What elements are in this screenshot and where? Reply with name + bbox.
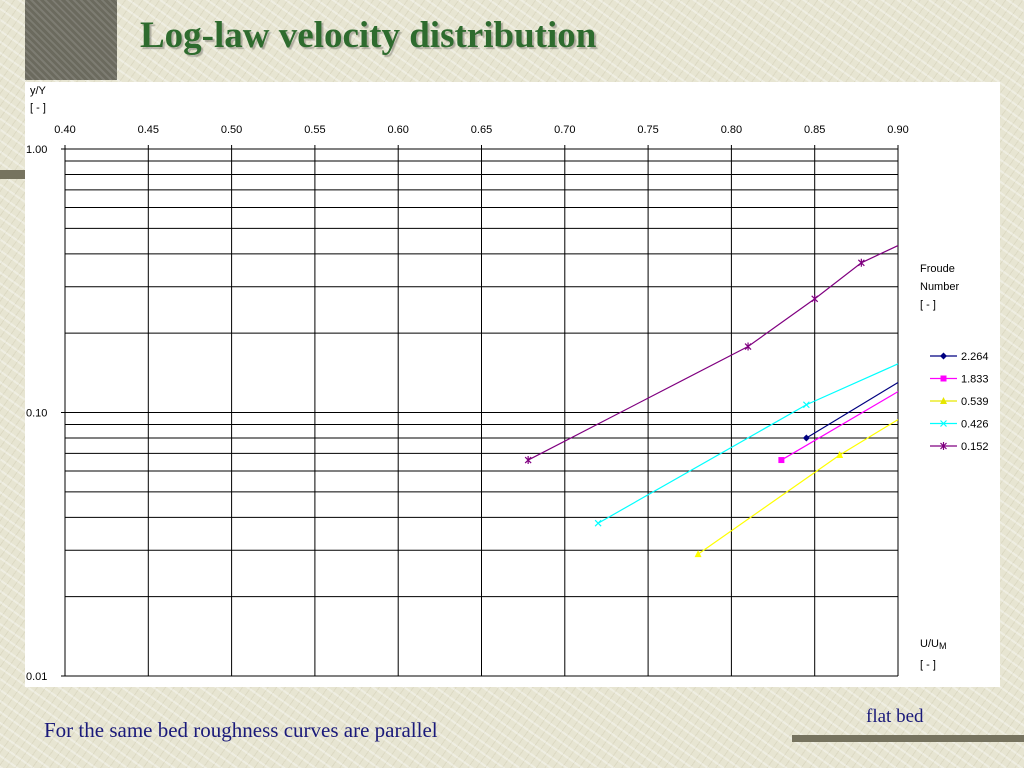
legend-item-0.426: 0.426: [930, 419, 989, 431]
legend-label: 0.152: [961, 441, 989, 453]
x-tick-labels: 0.40 0.45 0.50 0.55 0.60 0.65 0.70 0.75 0.80 0.85…: [54, 124, 908, 136]
series-line: [697, 419, 899, 555]
legend-item-0.539: 0.539: [930, 396, 989, 408]
data-point: [744, 342, 752, 351]
y-tick-label: 1.00: [26, 144, 47, 156]
legend-item-0.152: 0.152: [930, 441, 989, 453]
series-0.426: [594, 363, 899, 527]
data-point: [857, 258, 865, 267]
legend-marker: [940, 420, 947, 427]
legend: 2.264 1.833 0.539 0.426 0.152: [930, 351, 989, 453]
y-axis-unit: [ - ]: [30, 102, 46, 114]
left-accent-bar: [0, 170, 25, 179]
data-point: [802, 401, 810, 409]
legend-label: 1.833: [961, 374, 989, 386]
series-line: [806, 381, 899, 439]
data-point: [836, 450, 844, 458]
x-tick-label: 0.55: [304, 124, 325, 136]
x-tick-label: 0.65: [471, 124, 492, 136]
x-tick-label: 0.40: [54, 124, 75, 136]
x-axis-label: U/UM: [920, 638, 946, 651]
chart-panel: 0.40 0.45 0.50 0.55 0.60 0.65 0.70 0.75 0.80 0.85…: [25, 82, 1000, 687]
x-axis-unit: [ - ]: [920, 659, 936, 671]
bed-type-label: flat bed: [866, 706, 924, 727]
legend-marker: [940, 352, 947, 360]
legend-title: Froude Number [ - ]: [920, 263, 959, 311]
legend-title-line: Froude: [920, 263, 955, 275]
legend-marker: [940, 397, 947, 404]
series-2.264: [802, 381, 899, 442]
legend-label: 2.264: [961, 351, 989, 363]
data-point: [802, 434, 810, 442]
bottom-accent-bar: [792, 735, 1024, 742]
series-line: [527, 245, 899, 461]
x-tick-label: 0.60: [387, 124, 408, 136]
y-axis-label: y/Y: [30, 85, 47, 97]
legend-marker: [940, 375, 947, 382]
data-point: [524, 456, 532, 465]
x-tick-label: 0.80: [721, 124, 742, 136]
series-line: [781, 391, 899, 461]
data-point: [811, 294, 819, 303]
x-tick-label: 0.45: [138, 124, 159, 136]
y-tick-label: 0.01: [26, 671, 47, 683]
x-tick-label: 0.70: [554, 124, 575, 136]
series-line: [597, 363, 899, 524]
legend-title-line: [ - ]: [920, 299, 936, 311]
y-tick-label: 0.10: [26, 408, 47, 420]
series-0.539: [694, 419, 899, 558]
legend-title-line: Number: [920, 281, 959, 293]
data-point: [694, 550, 702, 558]
y-tick-labels: 1.00 0.10 0.01: [26, 144, 47, 683]
x-axis-label-subscript: M: [939, 641, 947, 651]
legend-item-2.264: 2.264: [930, 351, 989, 363]
x-tick-label: 0.85: [804, 124, 825, 136]
chart-series: [524, 245, 899, 558]
data-point: [778, 457, 785, 464]
x-tick-label: 0.50: [221, 124, 242, 136]
legend-marker: [940, 442, 947, 450]
slide-title: Log-law velocity distribution: [140, 15, 597, 56]
x-tick-label: 0.90: [887, 124, 908, 136]
series-0.152: [524, 245, 899, 465]
corner-decoration: [25, 0, 117, 80]
chart-grid: [61, 145, 899, 677]
legend-label: 0.539: [961, 396, 989, 408]
x-tick-label: 0.75: [637, 124, 658, 136]
velocity-chart: 0.40 0.45 0.50 0.55 0.60 0.65 0.70 0.75 0.80 0.85…: [26, 85, 989, 683]
legend-label: 0.426: [961, 419, 989, 431]
series-1.833: [778, 391, 899, 464]
legend-item-1.833: 1.833: [930, 374, 989, 386]
slide-caption: For the same bed roughness curves are pa…: [44, 718, 438, 742]
data-point: [594, 519, 602, 527]
